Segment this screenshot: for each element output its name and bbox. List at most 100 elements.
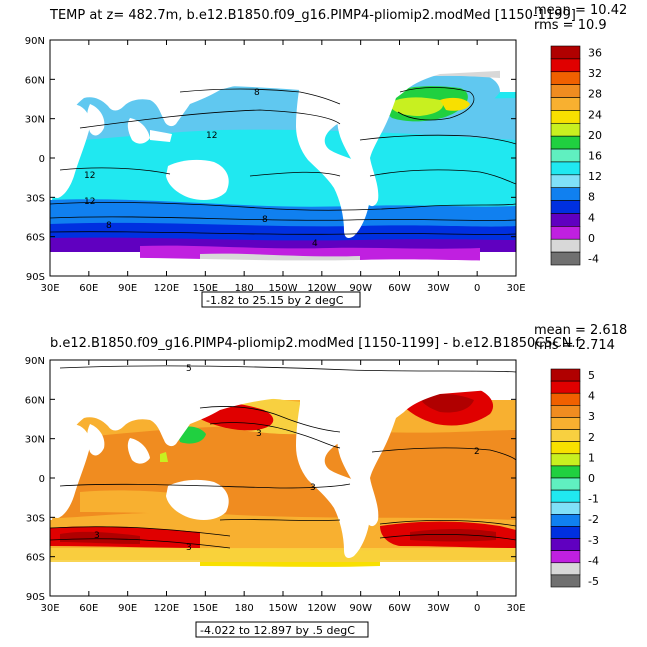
colorbar-swatch [550, 453, 581, 467]
lon-tick-label: 90W [349, 283, 372, 294]
colorbar-swatch [550, 226, 581, 240]
colorbar-label: 8 [588, 191, 595, 204]
panel-2-rms: rms = 2.714 [534, 338, 615, 353]
colorbar-label: 20 [588, 129, 602, 142]
contour-label: 3 [310, 483, 316, 493]
lon-tick-label: 30W [427, 603, 450, 614]
panel-2-mean: mean = 2.618 [534, 323, 627, 338]
colorbar-label: 3 [588, 410, 595, 423]
panel-2-range-label: -4.022 to 12.897 by .5 degC [200, 624, 355, 637]
lat-tick-label: 60S [26, 233, 45, 244]
panel-2-range-box [195, 621, 369, 638]
colorbar-swatch [550, 405, 581, 418]
lat-tick-label: 90N [25, 36, 45, 47]
contour-label: 8 [254, 88, 260, 98]
lon-tick-label: 180 [235, 603, 254, 614]
colorbar-swatch [550, 148, 581, 163]
lon-tick-label: 120E [154, 283, 179, 294]
colorbar-swatch [550, 489, 581, 503]
lon-tick-label: 60E [79, 603, 98, 614]
lat-tick-label: 0 [39, 474, 45, 485]
colorbar-label: 4 [588, 390, 595, 403]
lon-tick-label: 60W [388, 283, 411, 294]
colorbar-swatch [550, 161, 581, 176]
lon-tick-label: 30E [506, 603, 525, 614]
colorbar-swatch [550, 135, 581, 150]
colorbar-label: -1 [588, 493, 599, 506]
panel-2-title: b.e12.B1850.f09_g16.PIMP4-pliomip2.modMe… [50, 336, 581, 351]
panel-1-range-label: -1.82 to 25.15 by 2 degC [206, 294, 344, 307]
panel-1-colorbar: 36 32 28 24 20 16 12 8 4 0 -4 [550, 45, 602, 266]
colorbar-swatch [550, 538, 581, 551]
colorbar-swatch [550, 110, 581, 124]
lon-tick-label: 120W [307, 283, 336, 294]
lon-tick-label: 60E [79, 283, 98, 294]
lat-tick-label: 90S [26, 592, 45, 603]
contour-label: 12 [84, 197, 95, 207]
colorbar-swatch [550, 84, 581, 98]
lon-tick-label: 90E [118, 283, 137, 294]
colorbar-swatch [550, 429, 581, 442]
contour-label: 3 [94, 531, 100, 541]
contour-label: 12 [206, 131, 217, 141]
lon-tick-label: 0 [474, 283, 480, 294]
contour-label: 3 [256, 429, 262, 439]
lon-tick-label: 30W [427, 283, 450, 294]
lon-tick-label: 120W [307, 603, 336, 614]
lon-tick-label: 30E [506, 283, 525, 294]
colorbar-swatch [550, 392, 581, 406]
colorbar-swatch [550, 574, 581, 588]
panel-1-range-box [201, 291, 361, 308]
colorbar-label: 5 [588, 369, 595, 382]
colorbar-label: 24 [588, 108, 602, 121]
contour-label: 5 [186, 364, 192, 374]
colorbar-swatch [550, 477, 581, 491]
lat-tick-label: 0 [39, 154, 45, 165]
colorbar-swatch [550, 200, 581, 214]
colorbar-swatch [550, 380, 581, 394]
contour-label: 3 [186, 543, 192, 553]
colorbar-label: -4 [588, 554, 599, 567]
panel-1: TEMP at z= 482.7m, b.e12.B1850.f09_g16.P… [25, 3, 627, 308]
colorbar-label: 0 [588, 232, 595, 245]
panel-2-colorbar: 5 4 3 2 1 0 -1 -2 -3 -4 -5 [550, 368, 599, 588]
colorbar-label: -2 [588, 513, 599, 526]
colorbar-swatch [550, 122, 581, 137]
colorbar-swatch [550, 251, 581, 266]
lat-tick-label: 60N [25, 395, 45, 406]
lat-tick-label: 30N [25, 115, 45, 126]
colorbar-label: 32 [588, 67, 602, 80]
lat-tick-label: 30S [26, 513, 45, 524]
colorbar-swatch [550, 58, 581, 73]
colorbar-label: 4 [588, 211, 595, 224]
lon-tick-label: 30E [40, 603, 59, 614]
lat-tick-label: 60S [26, 553, 45, 564]
lon-tick-label: 30E [40, 283, 59, 294]
colorbar-swatch [550, 465, 581, 479]
colorbar-label: 2 [588, 431, 595, 444]
lon-tick-label: 150W [269, 603, 298, 614]
contour-label: 12 [84, 171, 95, 181]
colorbar-label: 12 [588, 170, 602, 183]
panel-1-map: 8 12 12 12 8 8 4 [50, 40, 516, 276]
colorbar-label: 16 [588, 150, 602, 163]
lat-tick-label: 30S [26, 193, 45, 204]
colorbar-swatch [550, 97, 581, 111]
panel-1-mean: mean = 10.42 [534, 3, 627, 18]
colorbar-swatch [550, 441, 581, 455]
colorbar-swatch [550, 213, 581, 227]
lon-tick-label: 180 [235, 283, 254, 294]
colorbar-label: 36 [588, 46, 602, 59]
lat-tick-label: 90S [26, 272, 45, 283]
colorbar-swatch [550, 187, 581, 201]
contour-label: 2 [474, 447, 480, 457]
colorbar-swatch [550, 368, 581, 382]
colorbar-swatch [550, 514, 581, 527]
panel-1-rms: rms = 10.9 [534, 18, 607, 33]
lon-tick-label: 0 [474, 603, 480, 614]
panel-2-map: 5 3 3 3 3 2 [50, 360, 516, 596]
lon-tick-label: 150E [193, 283, 218, 294]
panel-2: b.e12.B1850.f09_g16.PIMP4-pliomip2.modMe… [25, 323, 627, 638]
lon-tick-label: 90E [118, 603, 137, 614]
